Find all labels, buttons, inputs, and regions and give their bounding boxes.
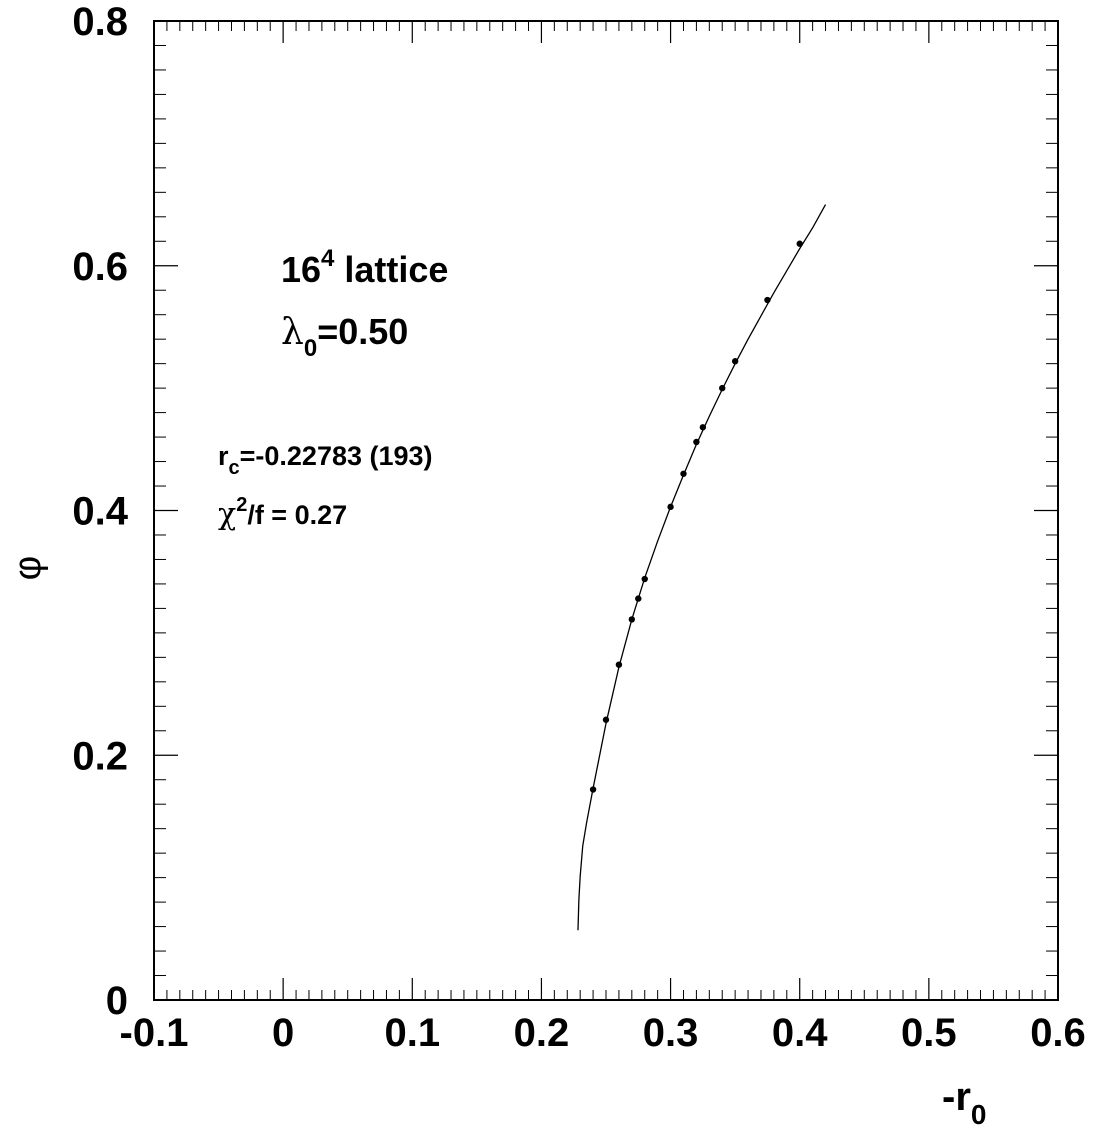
major-ticks — [153, 20, 1059, 1001]
y-tick-label: 0.4 — [72, 490, 128, 534]
data-point — [796, 240, 803, 247]
data-point — [602, 716, 610, 723]
y-tick-labels: 0 0.2 0.4 0.6 0.8 — [72, 0, 128, 1023]
x-axis-title: -r0 — [942, 1075, 986, 1130]
annotation-rc: rc=-0.22783 (193) — [218, 441, 433, 479]
data-point — [719, 384, 726, 392]
y-tick-label: 0.2 — [72, 734, 128, 778]
data-point — [731, 358, 739, 365]
x-tick-label: 0.3 — [643, 1011, 699, 1055]
x-tick-label: 0.4 — [772, 1011, 828, 1055]
x-tick-label: 0.6 — [1030, 1011, 1086, 1055]
x-tick-label: 0 — [272, 1011, 294, 1055]
x-tick-label: 0.5 — [901, 1011, 957, 1055]
x-tick-labels: -0.1 0 0.1 0.2 0.3 0.4 0.5 0.6 — [120, 1011, 1086, 1055]
minor-ticks — [154, 21, 1058, 1000]
data-point — [641, 575, 648, 583]
data-point — [628, 616, 636, 623]
fit-curve — [577, 204, 827, 931]
data-point — [699, 424, 707, 431]
y-tick-label: 0 — [106, 979, 128, 1023]
y-tick-label: 0.6 — [72, 245, 128, 289]
data-point — [635, 595, 642, 602]
y-tick-label: 0.8 — [72, 0, 128, 44]
y-axis-title: φ — [7, 556, 49, 581]
annotation-chi2: χ2/f = 0.27 — [218, 494, 347, 532]
data-point — [615, 661, 623, 668]
data-point — [667, 503, 674, 511]
annotation-lattice: 164 lattice — [281, 245, 448, 290]
data-point — [693, 438, 700, 446]
x-tick-label: 0.2 — [514, 1011, 570, 1055]
data-points — [589, 240, 803, 793]
data-point — [589, 786, 597, 793]
data-point — [764, 296, 771, 304]
x-tick-label: 0.1 — [384, 1011, 440, 1055]
x-tick-label: -0.1 — [120, 1011, 189, 1055]
annotation-lambda: λ0=0.50 — [281, 311, 408, 362]
data-point — [680, 470, 687, 477]
